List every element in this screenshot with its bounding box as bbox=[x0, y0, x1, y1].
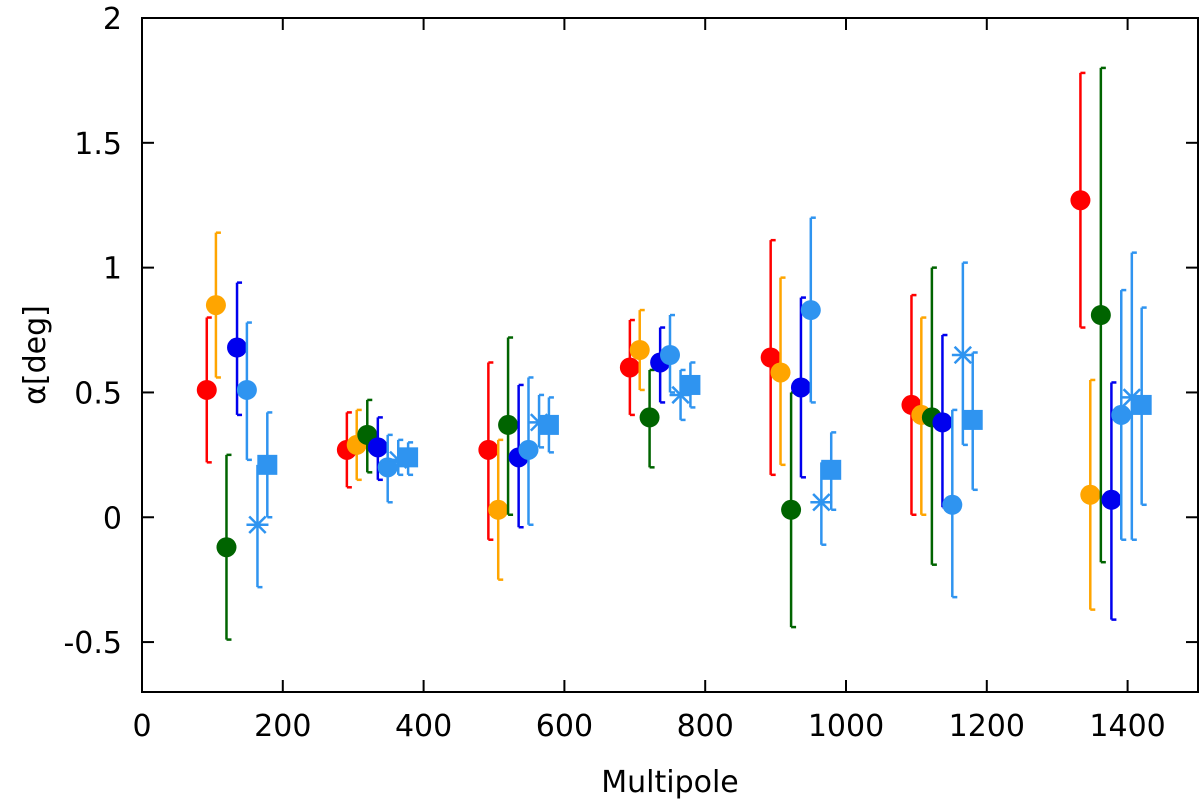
x-tick-label: 800 bbox=[677, 709, 734, 744]
data-point bbox=[377, 457, 398, 478]
star-stroke bbox=[812, 493, 831, 512]
x-tick-label: 1400 bbox=[1089, 709, 1165, 744]
star-stroke bbox=[953, 345, 972, 365]
data-point bbox=[257, 454, 278, 475]
x-tick-label: 0 bbox=[132, 709, 151, 744]
series-blue bbox=[227, 281, 1122, 621]
series-lightblue-star bbox=[246, 251, 1143, 589]
data-point bbox=[660, 345, 680, 365]
data-point bbox=[1131, 394, 1152, 415]
x-tick-label: 600 bbox=[536, 709, 593, 744]
data-point bbox=[821, 459, 842, 480]
data-point bbox=[488, 499, 509, 520]
data-point bbox=[932, 412, 953, 433]
y-tick-label: 0.5 bbox=[74, 376, 122, 411]
x-tick-label: 1200 bbox=[949, 709, 1025, 744]
data-point bbox=[962, 409, 983, 430]
x-tick-label: 1000 bbox=[808, 709, 884, 744]
data-point bbox=[1101, 489, 1122, 510]
series-darkgreen bbox=[216, 66, 1111, 641]
data-point bbox=[478, 439, 499, 460]
data-point bbox=[518, 439, 539, 460]
data-point bbox=[639, 407, 660, 428]
series-red bbox=[196, 71, 1091, 541]
data-point bbox=[942, 494, 963, 515]
data-point bbox=[619, 357, 640, 378]
star-stroke bbox=[248, 515, 267, 534]
x-axis-label: Multipole bbox=[601, 765, 739, 800]
data-point bbox=[498, 414, 519, 435]
data-point bbox=[367, 437, 388, 458]
data-point bbox=[680, 374, 701, 395]
y-tick-label: 2 bbox=[103, 2, 122, 37]
data-point bbox=[227, 337, 248, 358]
data-point bbox=[538, 414, 559, 435]
y-tick-label: 1 bbox=[103, 252, 122, 287]
y-tick-label: 0 bbox=[103, 501, 122, 536]
data-point bbox=[760, 347, 781, 368]
data-point bbox=[205, 295, 226, 316]
data-point bbox=[216, 537, 237, 558]
data-point bbox=[800, 300, 821, 321]
y-tick-label: 1.5 bbox=[74, 127, 122, 162]
data-point bbox=[790, 377, 811, 398]
data-point bbox=[951, 345, 974, 365]
data-point bbox=[1090, 305, 1111, 326]
series-lightblue-square bbox=[257, 306, 1152, 519]
series-lightblue-circle bbox=[236, 216, 1132, 599]
x-tick-label: 400 bbox=[395, 709, 452, 744]
series-orange bbox=[205, 231, 1101, 611]
data-point bbox=[810, 493, 833, 512]
y-axis-label: α[deg] bbox=[18, 305, 53, 405]
plot-frame bbox=[141, 17, 1199, 693]
data-point bbox=[236, 379, 257, 400]
data-point bbox=[246, 515, 269, 534]
data-point bbox=[781, 499, 802, 520]
data-point bbox=[770, 362, 791, 383]
plot-area bbox=[196, 66, 1152, 641]
data-point bbox=[629, 340, 650, 361]
data-point bbox=[1080, 484, 1101, 505]
x-tick-label: 200 bbox=[254, 709, 311, 744]
data-point bbox=[196, 379, 217, 400]
axes: 0 200 400 600 800 1000 1200 1400 -0.5 0 0.5 1 1.5 2 bbox=[63, 2, 1198, 744]
y-tick-label: -0.5 bbox=[63, 626, 122, 661]
data-point bbox=[1070, 190, 1091, 211]
data-point bbox=[398, 447, 419, 468]
data-point bbox=[1111, 404, 1132, 425]
